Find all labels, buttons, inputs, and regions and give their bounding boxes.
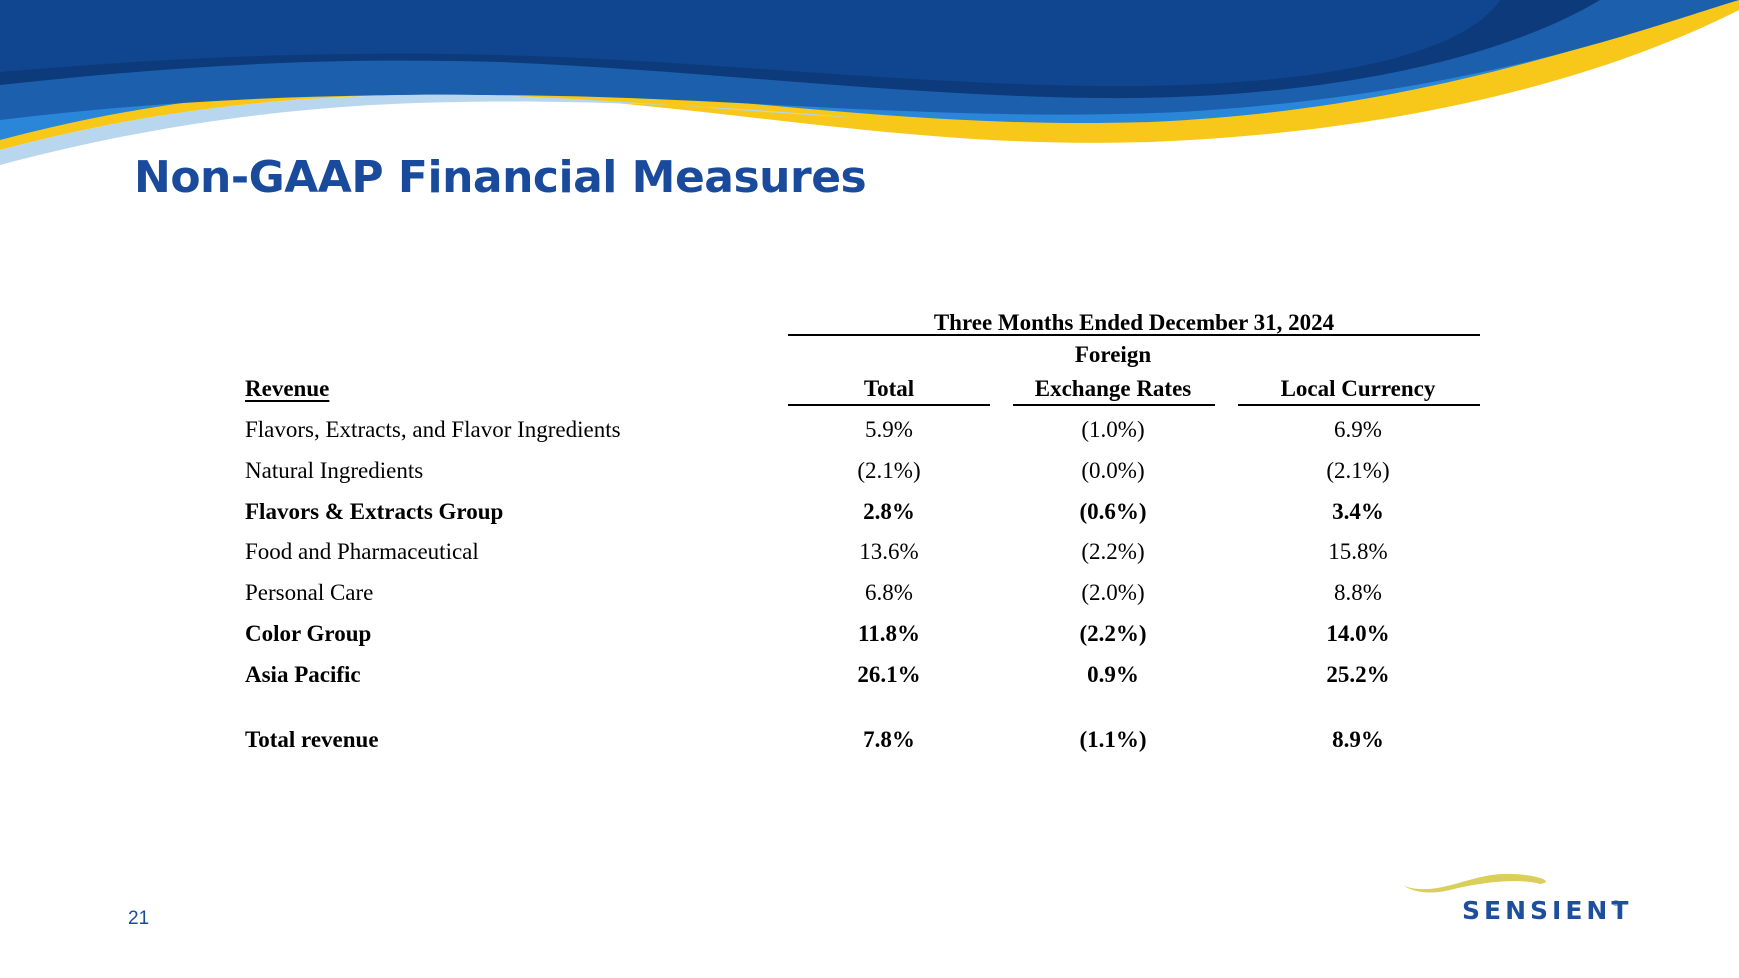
cell-local: (2.1%) (1326, 458, 1390, 483)
cell-fx: 0.9% (1087, 662, 1139, 687)
cell-fx: (0.0%) (1081, 458, 1145, 483)
row-label-total: Total revenue (245, 727, 379, 752)
page-number: 21 (128, 908, 150, 929)
row-label: Flavors & Extracts Group (245, 499, 504, 524)
cell-local: 15.8% (1328, 539, 1388, 564)
cell-fx: (1.1%) (1079, 727, 1147, 752)
period-header: Three Months Ended December 31, 2024 (933, 310, 1335, 335)
registered-mark: ® (1612, 899, 1620, 908)
row-label: Natural Ingredients (245, 458, 424, 483)
column-rule-fx (1013, 404, 1215, 406)
column-header-total: Total (863, 376, 915, 401)
cell-total: 5.9% (865, 417, 913, 442)
cell-total: 7.8% (863, 727, 915, 752)
cell-fx: (2.2%) (1081, 539, 1145, 564)
cell-fx: (0.6%) (1079, 499, 1147, 524)
cell-total: 2.8% (863, 499, 915, 524)
period-header-rule (788, 334, 1480, 336)
row-header: Revenue (245, 376, 330, 401)
header-banner (0, 0, 1739, 165)
cell-total: (2.1%) (857, 458, 921, 483)
row-label: Food and Pharmaceutical (245, 539, 479, 564)
column-header-fx-line2: Exchange Rates (1034, 376, 1192, 401)
cell-local: 25.2% (1326, 662, 1390, 687)
cell-local: 6.9% (1334, 417, 1382, 442)
cell-total: 26.1% (857, 662, 921, 687)
row-label: Flavors, Extracts, and Flavor Ingredient… (245, 417, 621, 442)
cell-fx: (1.0%) (1081, 417, 1145, 442)
row-label: Color Group (245, 621, 372, 646)
column-header-fx-line1: Foreign (1074, 342, 1152, 367)
row-label: Asia Pacific (245, 662, 361, 687)
cell-total: 13.6% (859, 539, 919, 564)
row-label: Personal Care (245, 580, 374, 605)
cell-total: 11.8% (858, 621, 920, 646)
page-title: Non-GAAP Financial Measures (134, 152, 867, 203)
cell-fx: (2.2%) (1079, 621, 1147, 646)
cell-local: 8.9% (1332, 727, 1384, 752)
sensient-logo: SENSIENT (1462, 896, 1633, 925)
column-rule-local (1238, 404, 1480, 406)
column-rule-total (788, 404, 990, 406)
column-header-local: Local Currency (1280, 376, 1436, 401)
cell-local: 14.0% (1326, 621, 1390, 646)
sensient-logo-swoosh-icon (1404, 873, 1546, 893)
cell-fx: (2.0%) (1081, 580, 1145, 605)
cell-local: 3.4% (1332, 499, 1384, 524)
cell-local: 8.8% (1334, 580, 1382, 605)
cell-total: 6.8% (865, 580, 913, 605)
